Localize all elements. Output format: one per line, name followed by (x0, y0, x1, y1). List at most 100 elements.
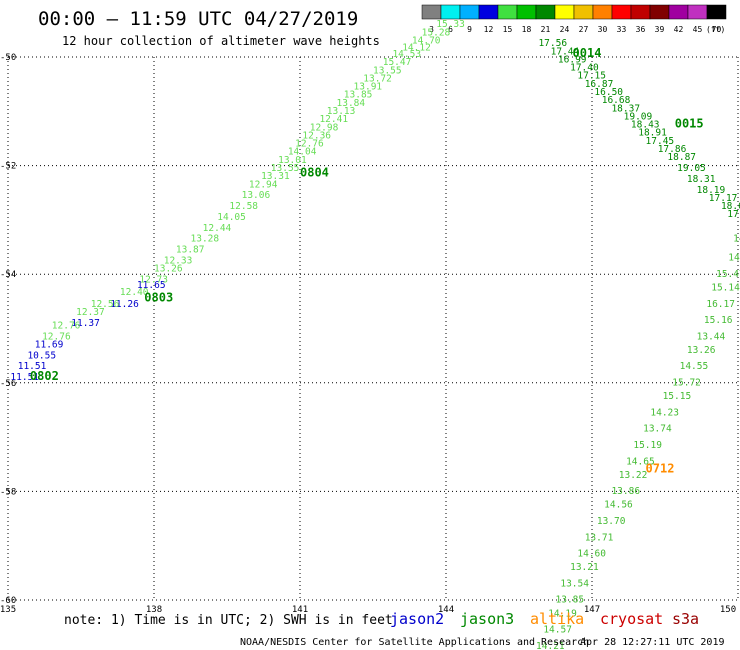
pass-label: 0804 (300, 165, 329, 179)
wave-height-label: 14.12 (402, 42, 431, 53)
wave-height-label: 12.33 (164, 255, 193, 266)
x-tick-label: 144 (438, 605, 454, 615)
x-tick-label: 150 (720, 605, 736, 615)
pass-label: 0803 (144, 290, 173, 304)
pass-label: 0015 (675, 117, 704, 131)
colorbar-legend: 3 6 9 12 15 18 21 24 27 30 33 36 39 42 45 70(ft) (421, 4, 727, 34)
colorbar-label: 24 (560, 25, 570, 34)
colorbar-swatch (706, 4, 727, 20)
satellite-legend-s3a: s3a (672, 610, 699, 628)
footer-note: note: 1) Time is in UTC; 2) SWH is in fe… (64, 613, 393, 628)
satellite-legend-altika: altika (530, 610, 584, 628)
wave-height-label: 13.55 (271, 163, 300, 174)
wave-height-label: 13.74 (643, 424, 672, 435)
x-tick-label: 138 (146, 605, 162, 615)
y-tick-label: -60 (0, 596, 16, 606)
colorbar-swatch (649, 4, 670, 20)
footer-timestamp: Apr 28 12:27:11 UTC 2019 (580, 637, 725, 648)
footer-credit: NOAA/NESDIS Center for Satellite Applica… (240, 637, 589, 648)
wave-height-label: 14.53 (392, 49, 421, 60)
wave-height-label: 12.36 (302, 130, 331, 141)
wave-height-label: 11.26 (110, 299, 139, 310)
wave-height-label: 14.23 (650, 407, 679, 418)
colorbar-swatch (554, 4, 575, 20)
wave-height-label: 12.76 (52, 321, 81, 332)
axis-tick-labels: 135 138 141 144 147 150 -50 -52 -54 -56 -58 -60 (0, 53, 736, 615)
wave-height-label: 12.76 (295, 139, 324, 150)
wave-height-label: 11.51 (18, 361, 47, 372)
wave-height-label: 12.94 (249, 179, 278, 190)
wave-height-label: 12.58 (229, 201, 258, 212)
wave-height-label: 13.44 (697, 331, 726, 342)
wave-height-label: 17 (727, 209, 738, 220)
wave-height-label: 14.57 (543, 625, 572, 636)
wave-height-label: 17.15 (577, 71, 606, 82)
map-grid (7, 56, 739, 601)
wave-height-label: 13.72 (363, 73, 392, 84)
wave-height-label: 15.19 (633, 440, 662, 451)
colorbar-label: 15 (503, 25, 513, 34)
wave-height-label: 11.37 (71, 318, 100, 329)
colorbar-swatch (611, 4, 632, 20)
colorbar-swatch (421, 4, 442, 20)
wave-height-label: 13.70 (597, 516, 626, 527)
wave-height-label: 17.86 (658, 144, 687, 155)
satellite-legend: jason2 jason3 altika cryosat s3a (390, 610, 699, 628)
colorbar-label: 70 (712, 25, 722, 34)
wave-height-label: 15.16 (704, 315, 733, 326)
colorbar-label: 9 (467, 25, 472, 34)
wave-height-label: 18.43 (631, 120, 660, 131)
wave-height-label: 13.22 (619, 470, 648, 481)
wave-height-label: 18.31 (687, 174, 716, 185)
y-tick-label: -50 (0, 53, 16, 63)
wave-height-label: 13.87 (176, 244, 205, 255)
wave-height-label: 15.47 (383, 57, 412, 68)
colorbar-swatch (440, 4, 461, 20)
wave-height-label: 17.17 (709, 193, 738, 204)
wave-height-label: 11.69 (35, 340, 64, 351)
wave-height-label: 15.33 (436, 19, 465, 30)
satellite-legend-jason2: jason2 (390, 610, 444, 628)
colorbar-swatch (459, 4, 480, 20)
wave-height-label: 16.50 (594, 87, 623, 98)
colorbar-swatch (668, 4, 689, 20)
wave-height-label: 14.04 (288, 147, 317, 158)
track-jason3: 17.5617.4416.9917.4017.1516.8716.5016.68… (538, 38, 740, 220)
wave-height-label: 13.13 (327, 106, 356, 117)
y-tick-label: -54 (0, 270, 16, 280)
wave-height-label: 12.76 (42, 331, 71, 342)
wave-height-label: 14.21 (536, 641, 565, 650)
wave-height-label: 13.71 (585, 532, 614, 543)
x-tick-label: 147 (584, 605, 600, 615)
wave-height-label: 13.28 (191, 234, 220, 245)
pass-label: 0712 (646, 461, 675, 475)
wave-height-label: 12.44 (203, 223, 232, 234)
wave-height-label: 16.68 (602, 95, 631, 106)
colorbar-swatch (687, 4, 708, 20)
colorbar-swatch (478, 4, 499, 20)
wave-height-label: 13.21 (570, 562, 599, 573)
wave-height-label: 17.45 (646, 136, 675, 147)
wave-height-label: 18.37 (611, 103, 640, 114)
satellite-legend-jason3: jason3 (460, 610, 514, 628)
wave-height-label: 13.01 (278, 155, 307, 166)
wave-height-label: 13.86 (611, 486, 640, 497)
colorbar-swatch (516, 4, 537, 20)
wave-height-label: 13.84 (337, 98, 366, 109)
wave-height-label: 11.65 (137, 280, 166, 291)
wave-height-label: 14.65 (626, 456, 655, 467)
wave-height-label: 14.9 (728, 253, 740, 264)
pass-labels: 0802 0803 0804 0014 0015 0712 (30, 46, 704, 475)
colorbar-label: 45 (693, 25, 703, 34)
y-tick-label: -56 (0, 379, 16, 389)
colorbar-swatch (535, 4, 556, 20)
wave-height-label: 15.28 (422, 27, 451, 38)
colorbar-label: 30 (598, 25, 608, 34)
colorbar-unit: (ft) (706, 25, 725, 34)
wave-height-label: 16.17 (706, 299, 735, 310)
track-jason3: 12.7612.7612.3712.5612.4012.7313.2612.33… (42, 19, 465, 342)
colorbar-label: 39 (655, 25, 665, 34)
wave-height-label: 14.70 (412, 35, 441, 46)
wave-height-label: 10.55 (27, 350, 56, 361)
wave-height-label: 18.91 (638, 128, 667, 139)
